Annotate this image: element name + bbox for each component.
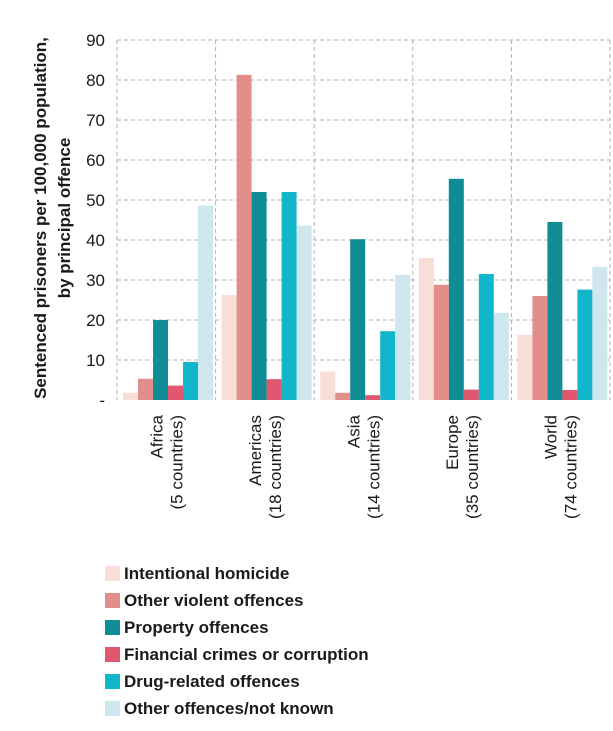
bar bbox=[335, 392, 351, 400]
bar bbox=[350, 239, 366, 400]
y-tick-label: 70 bbox=[86, 111, 105, 130]
x-category-label-line2: (18 countries) bbox=[266, 415, 285, 519]
bar bbox=[236, 74, 252, 401]
bar bbox=[517, 334, 533, 400]
bar bbox=[547, 222, 563, 400]
bar bbox=[168, 385, 183, 400]
legend-swatch bbox=[105, 647, 120, 662]
bars bbox=[123, 74, 608, 401]
y-axis-title: Sentenced prisoners per 100,000 populati… bbox=[31, 37, 74, 399]
bar bbox=[221, 295, 237, 400]
bar bbox=[251, 192, 267, 400]
bar bbox=[395, 274, 411, 400]
legend-item: Financial crimes or corruption bbox=[105, 641, 369, 668]
x-category-label-line2: (14 countries) bbox=[365, 415, 384, 519]
legend-item: Other violent offences bbox=[105, 587, 369, 614]
bar bbox=[198, 205, 213, 400]
bar bbox=[448, 178, 464, 400]
y-tick-label: 20 bbox=[86, 311, 105, 330]
legend-swatch bbox=[105, 674, 120, 689]
legend-item: Property offences bbox=[105, 614, 369, 641]
bar bbox=[365, 395, 381, 400]
x-category-label-line1: Africa bbox=[147, 414, 166, 458]
x-axis-category-labels: Africa (5 countries) Americas (18 countries… bbox=[147, 414, 580, 518]
bar bbox=[153, 320, 168, 400]
legend-label: Drug-related offences bbox=[124, 671, 300, 691]
bar bbox=[123, 392, 138, 400]
bar bbox=[418, 258, 434, 400]
legend-label: Other offences/not known bbox=[124, 698, 334, 718]
y-tick-label: 90 bbox=[86, 31, 105, 50]
bar bbox=[562, 390, 578, 400]
bar bbox=[592, 266, 608, 400]
bar bbox=[266, 379, 282, 400]
bar bbox=[463, 389, 479, 400]
bar bbox=[380, 331, 396, 400]
legend-swatch bbox=[105, 701, 120, 716]
bar bbox=[577, 289, 593, 400]
bar bbox=[320, 371, 336, 400]
y-axis-title-line2: by principal offence bbox=[55, 138, 74, 299]
legend-item: Other offences/not known bbox=[105, 695, 369, 722]
x-category-label-line2: (5 countries) bbox=[167, 415, 186, 509]
x-category-label-line1: World bbox=[542, 415, 561, 459]
bar bbox=[532, 296, 548, 400]
legend-swatch bbox=[105, 593, 120, 608]
y-tick-label: 30 bbox=[86, 271, 105, 290]
y-axis-tick-labels: - 10 20 30 40 50 60 70 80 90 bbox=[86, 31, 105, 410]
bar bbox=[493, 312, 509, 400]
legend: Intentional homicide Other violent offenc… bbox=[105, 560, 369, 722]
bar bbox=[296, 225, 312, 400]
y-tick-label: 80 bbox=[86, 71, 105, 90]
x-category-label-line2: (35 countries) bbox=[463, 415, 482, 519]
legend-swatch bbox=[105, 566, 120, 581]
y-tick-label: - bbox=[99, 391, 105, 410]
bar bbox=[433, 284, 449, 400]
legend-label: Financial crimes or corruption bbox=[124, 644, 369, 664]
x-category-label-line2: (74 countries) bbox=[562, 415, 581, 519]
bar bbox=[138, 378, 153, 400]
legend-item: Drug-related offences bbox=[105, 668, 369, 695]
y-tick-label: 60 bbox=[86, 151, 105, 170]
legend-label: Property offences bbox=[124, 617, 269, 637]
bar bbox=[281, 192, 297, 400]
y-tick-label: 40 bbox=[86, 231, 105, 250]
legend-label: Other violent offences bbox=[124, 590, 304, 610]
y-axis-title-line1: Sentenced prisoners per 100,000 populati… bbox=[31, 37, 50, 399]
x-category-label-line1: Americas bbox=[246, 415, 265, 486]
bar bbox=[183, 362, 198, 400]
x-category-label-line1: Europe bbox=[443, 415, 462, 470]
x-category-label-line1: Asia bbox=[345, 414, 364, 448]
legend-item: Intentional homicide bbox=[105, 560, 369, 587]
legend-swatch bbox=[105, 620, 120, 635]
legend-label: Intentional homicide bbox=[124, 563, 290, 583]
bar bbox=[478, 274, 494, 400]
y-tick-label: 50 bbox=[86, 191, 105, 210]
y-tick-label: 10 bbox=[86, 351, 105, 370]
